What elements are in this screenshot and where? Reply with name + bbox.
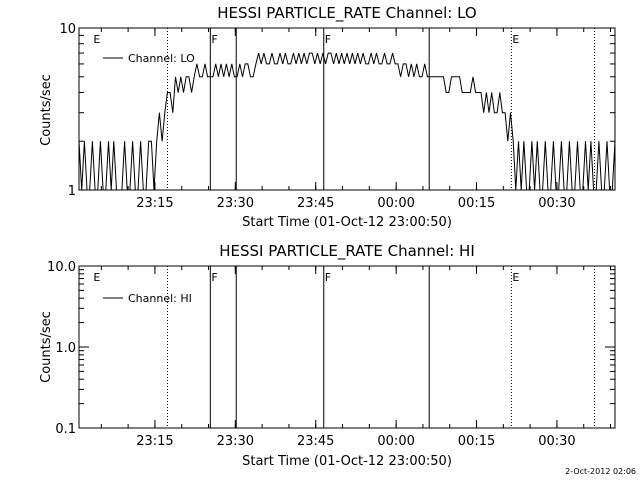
chart-lo-marker-label: E <box>512 33 519 46</box>
chart-lo-series-line <box>78 52 616 191</box>
chart-hi-xtick-label: 00:15 <box>458 434 495 449</box>
chart-hi-marker-label: F <box>211 271 217 284</box>
chart-hi-xtick-label: 23:45 <box>297 434 334 449</box>
chart-hi-marker-label: E <box>512 271 519 284</box>
chart-lo-legend-label: Channel: LO <box>128 52 195 65</box>
chart-hi-legend: Channel: HI <box>103 292 192 305</box>
chart-lo-series <box>78 52 616 191</box>
chart-lo-xtick-label: 00:30 <box>538 196 575 211</box>
chart-hi-xtick-label: 23:15 <box>136 434 173 449</box>
chart-lo-xtick-label: 00:15 <box>458 196 495 211</box>
chart-hi-ytick-label: 10.0 <box>47 260 76 275</box>
chart-hi-marker-label: E <box>93 271 100 284</box>
chart-lo-marker-label: F <box>211 33 217 46</box>
chart-hi-xtick-label: 23:30 <box>217 434 254 449</box>
chart-hi-ytick-label: 1.0 <box>55 341 76 356</box>
chart-lo-marker-label: F <box>325 33 331 46</box>
chart-hi: HESSI PARTICLE_RATE Channel: HI Counts/s… <box>39 242 616 469</box>
chart-lo-xlabel: Start Time (01-Oct-12 23:00:50) <box>242 215 452 230</box>
chart-hi-xlabel: Start Time (01-Oct-12 23:00:50) <box>242 454 452 469</box>
chart-hi-legend-label: Channel: HI <box>128 292 192 305</box>
chart-lo-xtick-label: 23:30 <box>217 196 254 211</box>
chart-lo-ylabel: Counts/sec <box>39 74 54 146</box>
chart-lo-xtick-label: 00:00 <box>377 196 414 211</box>
footer-timestamp: 2-Oct-2012 02:06 <box>565 467 636 476</box>
chart-lo-legend: Channel: LO <box>103 52 195 65</box>
chart-hi-xtick-label: 00:00 <box>377 434 414 449</box>
chart-hi-frame <box>78 265 616 429</box>
chart-hi-xtick-label: 00:30 <box>538 434 575 449</box>
chart-lo-ytick-label: 10 <box>59 22 76 37</box>
chart-hi-ticks: 23:15 23:30 23:45 00:00 00:15 00:30 0.1 1.0 10.0 <box>47 260 615 449</box>
chart-hi-ylabel: Counts/sec <box>39 311 54 383</box>
chart-lo-marker-label: E <box>93 33 100 46</box>
chart-lo-xtick-label: 23:15 <box>136 196 173 211</box>
chart-lo-frame <box>78 27 616 191</box>
chart-lo: HESSI PARTICLE_RATE Channel: LO Counts/s… <box>39 4 616 230</box>
chart-lo-xtick-label: 23:45 <box>297 196 334 211</box>
chart-lo-title: HESSI PARTICLE_RATE Channel: LO <box>217 4 476 23</box>
chart-hi-title: HESSI PARTICLE_RATE Channel: HI <box>219 242 475 261</box>
chart-lo-ticks: 23:15 23:30 23:45 00:00 00:15 00:30 1 10 <box>59 22 615 211</box>
chart-hi-marker-label: F <box>325 271 331 284</box>
chart-lo-ytick-label: 1 <box>68 184 76 199</box>
chart-hi-ytick-label: 0.1 <box>55 422 76 437</box>
